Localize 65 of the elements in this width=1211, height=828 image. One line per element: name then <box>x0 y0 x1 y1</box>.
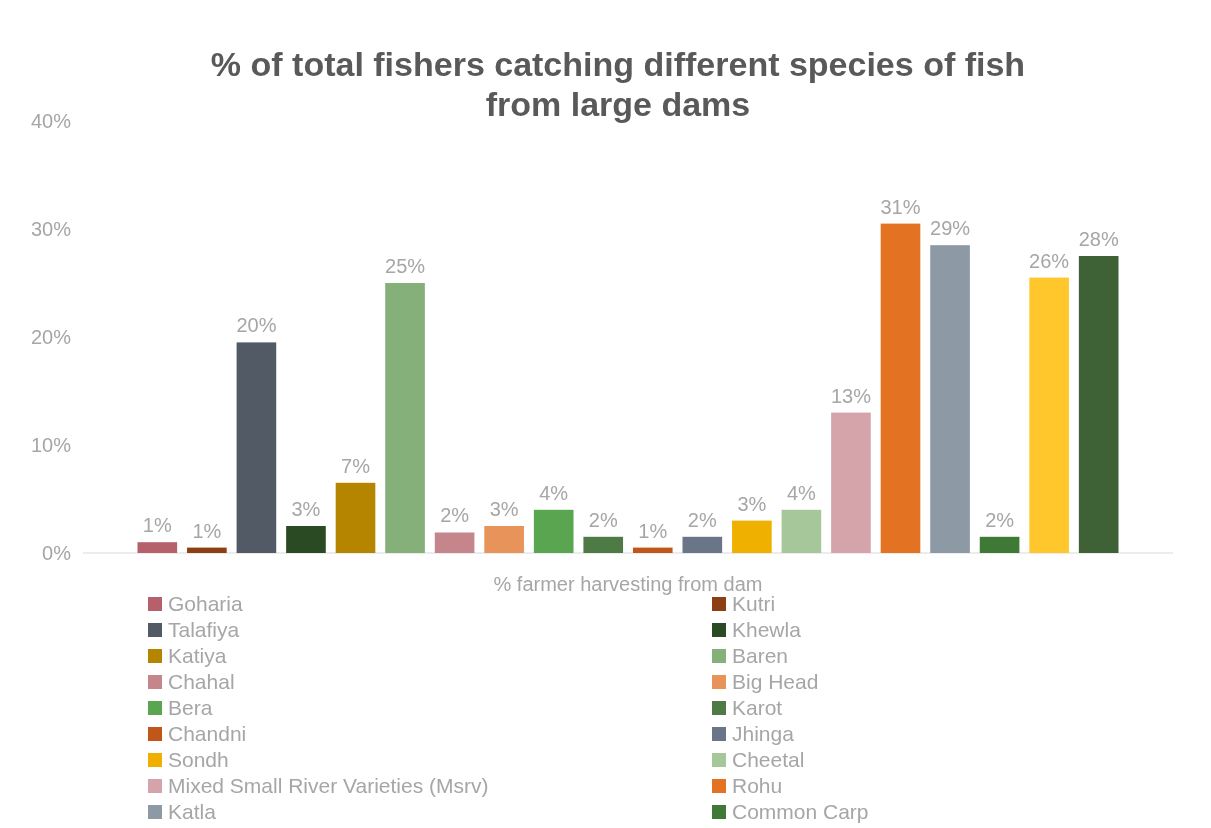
data-label: 31% <box>880 195 921 218</box>
bar <box>831 412 871 553</box>
data-label: 4% <box>786 481 817 504</box>
bar <box>434 532 475 553</box>
bar <box>385 283 425 553</box>
bar <box>1078 256 1119 553</box>
legend-label: Rohu <box>732 774 783 798</box>
bar <box>286 526 326 553</box>
data-label: 2% <box>687 508 717 531</box>
bar <box>732 520 772 553</box>
data-label: 1% <box>142 514 172 537</box>
legend-label: Sondh <box>168 748 229 772</box>
y-tick-label: 40% <box>30 110 72 132</box>
data-label: 4% <box>539 481 569 504</box>
data-label: 2% <box>588 508 618 531</box>
data-label: 2% <box>985 508 1015 531</box>
bar <box>533 509 574 553</box>
legend-label: Common Carp <box>732 800 869 824</box>
data-label: 13% <box>830 384 872 407</box>
bar <box>137 542 178 553</box>
data-label: 3% <box>489 498 519 520</box>
bar <box>187 547 227 553</box>
bar <box>682 536 723 553</box>
bar <box>781 509 822 553</box>
bar <box>632 547 673 553</box>
chart-title: % of total fishers catching different species of fish from large dams <box>210 45 1026 123</box>
bar <box>583 536 624 553</box>
y-tick-label: 10% <box>30 434 72 456</box>
legend-label: Chandni <box>168 722 247 746</box>
legend-label: Katiya <box>168 644 227 668</box>
bar <box>979 536 1020 553</box>
bar <box>335 482 376 553</box>
x-tick-label: % farmer harvesting from dam <box>493 573 763 595</box>
data-label: 29% <box>930 217 971 240</box>
data-label: 1% <box>192 519 222 542</box>
data-label: 1% <box>638 519 668 542</box>
legend-label: Big Head <box>732 670 819 694</box>
bar <box>880 223 921 553</box>
bar <box>236 342 277 553</box>
bar <box>484 526 524 553</box>
bar <box>930 245 970 553</box>
data-label: 2% <box>440 504 470 527</box>
bar <box>1029 277 1069 553</box>
legend-label: Jhinga <box>732 722 795 746</box>
data-label: 20% <box>236 314 277 337</box>
data-label: 7% <box>341 454 371 477</box>
y-tick-label: 20% <box>30 326 72 348</box>
legend-label: Goharia <box>168 592 244 616</box>
y-tick-label: 30% <box>30 218 72 240</box>
legend-label: Cheetal <box>732 748 805 772</box>
legend-label: Mixed Small River Varieties (Msrv) <box>168 774 489 798</box>
data-label: 26% <box>1029 249 1070 272</box>
legend-label: Khewla <box>732 618 802 642</box>
y-tick-label: 0% <box>42 542 72 564</box>
data-label: 28% <box>1078 228 1119 250</box>
legend-label: Kutri <box>732 592 776 616</box>
legend-label: Talafiya <box>168 618 240 642</box>
data-label: 3% <box>737 492 767 515</box>
legend-label: Katla <box>168 800 217 824</box>
legend-label: Chahal <box>168 670 235 694</box>
data-label: 25% <box>385 255 426 277</box>
legend-label: Baren <box>732 644 789 668</box>
legend-label: Karot <box>732 696 783 720</box>
data-label: 3% <box>291 498 321 520</box>
legend-label: Bera <box>168 696 213 720</box>
